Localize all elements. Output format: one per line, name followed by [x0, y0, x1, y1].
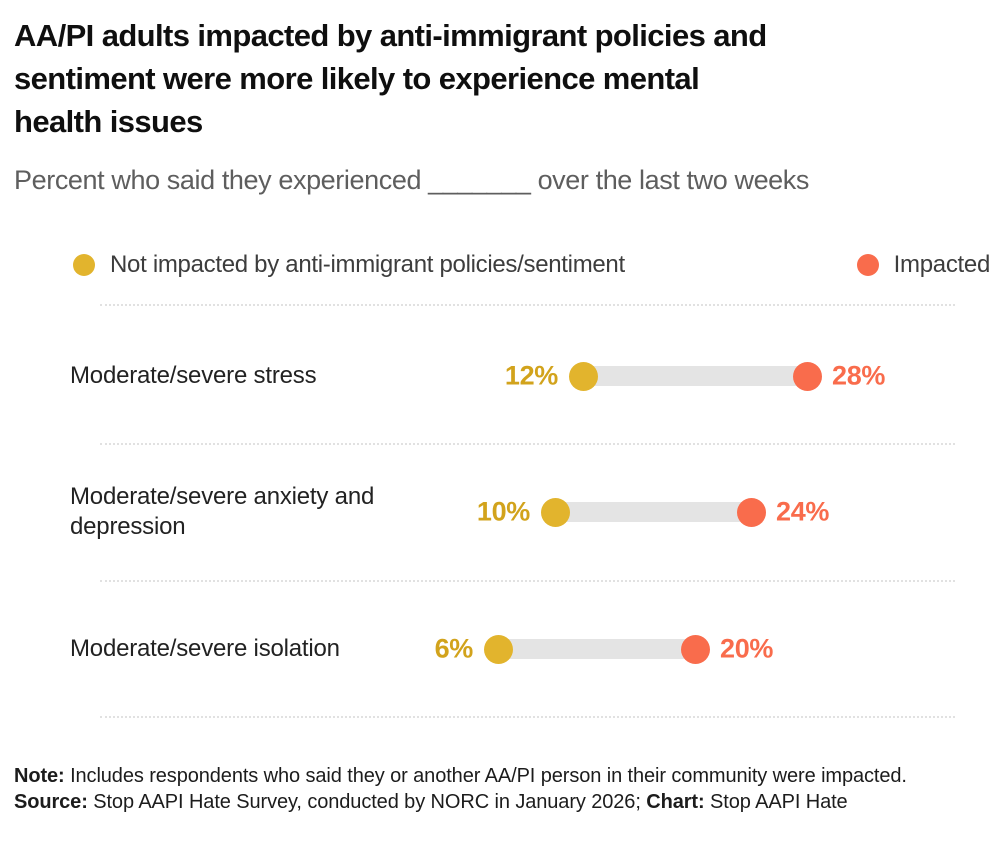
- note-text: Stop AAPI Hate: [704, 791, 848, 813]
- row-separator: [100, 716, 955, 718]
- impacted-dot: [736, 497, 766, 527]
- chart-subtitle: Percent who said they experienced ______…: [14, 165, 809, 195]
- note-bold-label: Source:: [14, 791, 88, 813]
- legend-item-impacted: Impacted: [856, 251, 991, 279]
- title-line-3: health issues: [14, 104, 203, 139]
- impacted-dot: [680, 634, 710, 664]
- impacted-value-label: 20%: [720, 633, 774, 664]
- not-impacted-dot: [568, 361, 598, 391]
- source-note: Note: Includes respondents who said they…: [14, 763, 969, 815]
- title-line-2: sentiment were more likely to experience…: [14, 61, 700, 96]
- not-impacted-legend-dot-icon: [73, 254, 95, 276]
- range-connector-bar: [583, 366, 807, 386]
- note-bold-label: Note:: [14, 765, 65, 787]
- row-label: Moderate/severe stress: [70, 362, 317, 389]
- chart-title: AA/PI adults impacted by anti-immigrant …: [14, 14, 767, 143]
- row-label: Moderate/severe anxiety and depression: [70, 483, 375, 540]
- title-line-1: AA/PI adults impacted by anti-immigrant …: [14, 18, 767, 53]
- legend: Not impacted by anti-immigrant policies/…: [73, 251, 991, 279]
- not-impacted-dot: [540, 497, 570, 527]
- row-separator: [100, 580, 955, 582]
- note-text: Stop AAPI Hate Survey, conducted by NORC…: [87, 791, 647, 813]
- not-impacted-value-label: 10%: [476, 496, 530, 527]
- row-label: Moderate/severe isolation: [70, 635, 340, 662]
- impacted-value-label: 28%: [832, 360, 886, 391]
- not-impacted-dot: [483, 634, 513, 664]
- impacted-legend-dot-icon: [856, 254, 879, 276]
- impacted-dot: [792, 361, 822, 391]
- not-impacted-value-label: 12%: [504, 360, 558, 391]
- range-connector-bar: [498, 639, 695, 659]
- note-text: Includes respondents who said they or an…: [64, 765, 907, 787]
- row-separator: [100, 443, 955, 445]
- legend-label-not-impacted: Not impacted by anti-immigrant policies/…: [110, 251, 625, 278]
- note-bold-label: Chart:: [646, 791, 705, 813]
- row-separator: [100, 304, 955, 306]
- not-impacted-value-label: 6%: [434, 633, 474, 664]
- legend-item-not-impacted: Not impacted by anti-immigrant policies/…: [73, 251, 625, 279]
- range-connector-bar: [555, 502, 751, 522]
- impacted-value-label: 24%: [776, 496, 830, 527]
- legend-label-impacted: Impacted: [893, 251, 991, 278]
